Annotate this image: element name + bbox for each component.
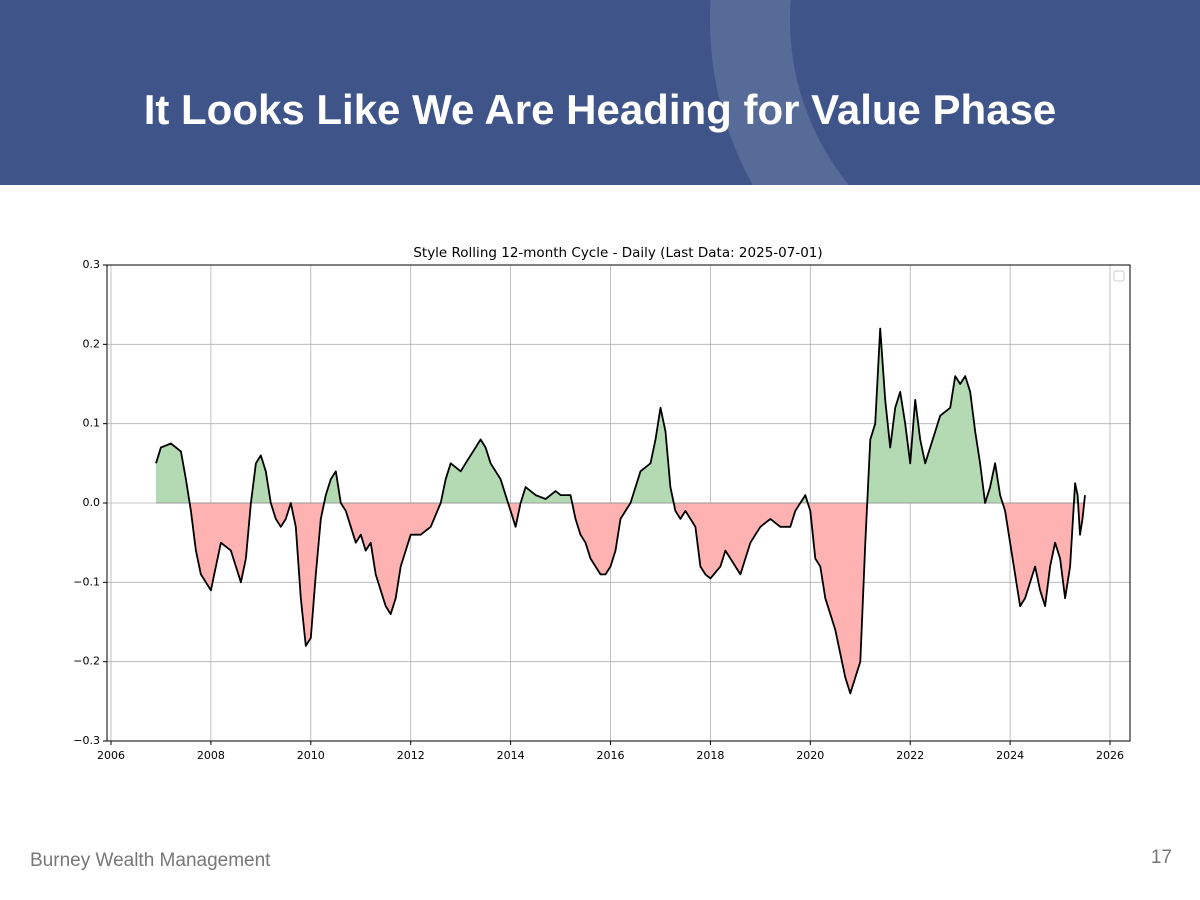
x-tick-label: 2014 bbox=[497, 749, 525, 762]
negative-area bbox=[290, 503, 325, 646]
x-tick-label: 2008 bbox=[197, 749, 225, 762]
x-tick-label: 2022 bbox=[896, 749, 924, 762]
header-decoration bbox=[710, 0, 850, 185]
x-tick-label: 2024 bbox=[996, 749, 1024, 762]
x-tick-label: 2006 bbox=[97, 749, 125, 762]
negative-area bbox=[189, 503, 251, 591]
x-tick-label: 2012 bbox=[397, 749, 425, 762]
x-tick-label: 2020 bbox=[796, 749, 824, 762]
y-tick-label: −0.2 bbox=[73, 655, 100, 668]
y-tick-label: 0.2 bbox=[83, 337, 101, 350]
plot-frame bbox=[106, 264, 1131, 742]
x-tick-label: 2016 bbox=[597, 749, 625, 762]
positive-area bbox=[867, 328, 1003, 503]
negative-area bbox=[572, 503, 631, 575]
x-tick-label: 2018 bbox=[696, 749, 724, 762]
y-tick-label: 0.3 bbox=[83, 258, 101, 271]
page-number: 17 bbox=[1151, 847, 1172, 868]
y-tick-label: −0.3 bbox=[73, 734, 100, 747]
footer: Burney Wealth Management bbox=[30, 850, 271, 871]
negative-area bbox=[270, 503, 291, 527]
negative-area bbox=[1002, 503, 1074, 607]
legend-box bbox=[1113, 270, 1125, 282]
negative-area bbox=[673, 503, 801, 579]
positive-area bbox=[520, 487, 573, 503]
header-band bbox=[0, 0, 1200, 185]
x-tick-label: 2010 bbox=[297, 749, 325, 762]
y-tick-label: 0.1 bbox=[83, 417, 101, 430]
positive-area bbox=[630, 407, 674, 503]
negative-area bbox=[807, 503, 868, 694]
x-tick-label: 2026 bbox=[1096, 749, 1124, 762]
plot: −0.3 −0.2 −0.1 0.0 0.1 0.2 0.3 2006 2008 2010 2012… bbox=[73, 258, 1130, 762]
y-tick-label: 0.0 bbox=[83, 496, 101, 509]
positive-area bbox=[155, 443, 190, 503]
negative-area bbox=[508, 503, 521, 527]
negative-area bbox=[340, 503, 441, 615]
y-tick-label: −0.1 bbox=[73, 575, 100, 588]
chart-title: Style Rolling 12-month Cycle - Daily (La… bbox=[413, 245, 822, 261]
slide-title: It Looks Like We Are Heading for Value P… bbox=[144, 86, 1057, 133]
series-line bbox=[155, 327, 1086, 695]
positive-area bbox=[440, 439, 509, 503]
